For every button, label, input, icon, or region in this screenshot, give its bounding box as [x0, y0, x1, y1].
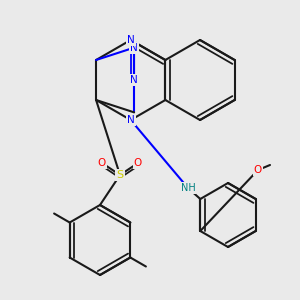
Text: N: N: [130, 75, 138, 85]
Text: N: N: [127, 35, 135, 45]
Text: O: O: [254, 165, 262, 175]
Text: O: O: [134, 158, 142, 168]
Text: S: S: [116, 170, 124, 180]
Text: N: N: [130, 43, 138, 52]
Text: N: N: [127, 115, 135, 125]
Text: O: O: [98, 158, 106, 168]
Text: NH: NH: [181, 183, 195, 193]
